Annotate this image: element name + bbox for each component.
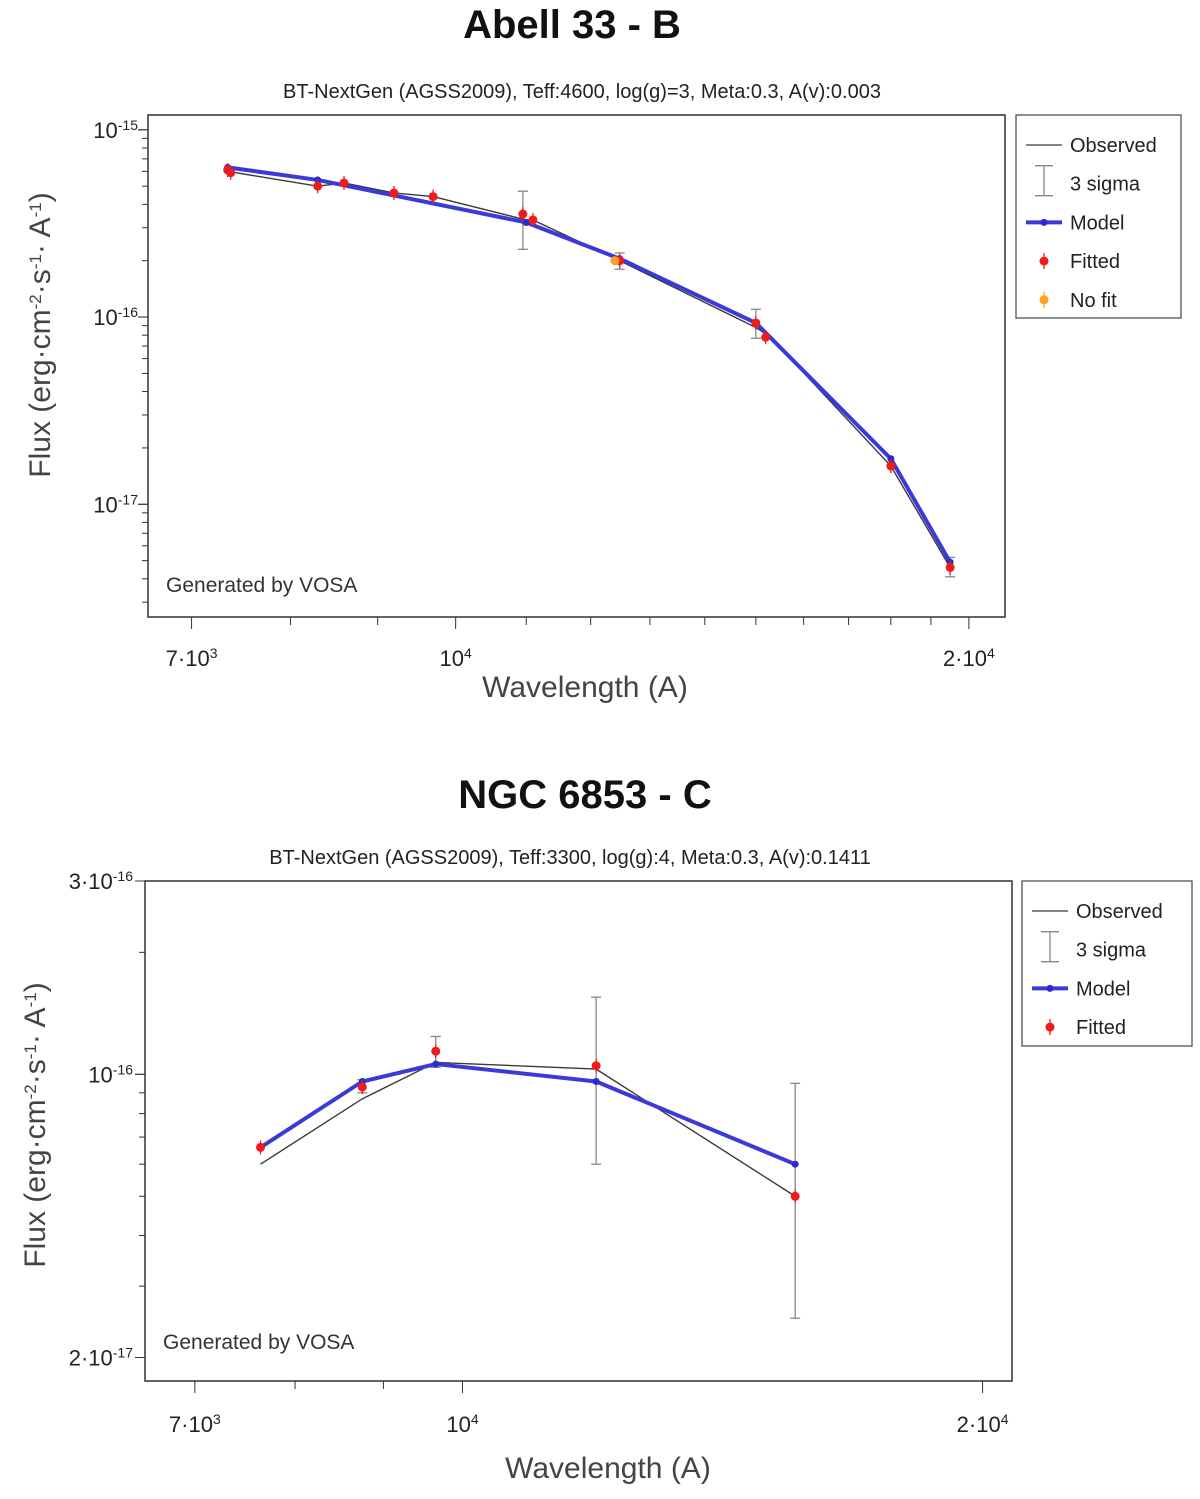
legend-frame bbox=[1015, 114, 1182, 319]
plot-area-frame bbox=[147, 114, 1006, 618]
chart-title: NGC 6853 - C bbox=[458, 773, 711, 817]
x-tick-label: 7·103 bbox=[169, 1411, 221, 1437]
x-tick-label: 7·103 bbox=[166, 645, 218, 671]
chart-subtitle: BT-NextGen (AGSS2009), Teff:4600, log(g)… bbox=[283, 81, 881, 103]
legend: Observed 3 sigma Model Fitted No fit bbox=[1015, 114, 1182, 319]
x-axis-label: Wavelength (A) bbox=[482, 671, 688, 704]
fitted-point bbox=[518, 209, 528, 219]
nofit-point bbox=[610, 256, 620, 266]
y-tick-label: 10-16 bbox=[88, 1061, 133, 1087]
legend-label: Fitted bbox=[1070, 251, 1120, 273]
legend-frame bbox=[1021, 880, 1193, 1047]
legend-model-marker bbox=[1046, 984, 1054, 992]
chart-title: Abell 33 - B bbox=[463, 3, 681, 47]
y-tick-label: 2·10-17 bbox=[69, 1345, 133, 1371]
y-tick-label: 3·10-16 bbox=[69, 868, 133, 894]
x-tick-label: 2·104 bbox=[957, 1411, 1009, 1437]
model-point bbox=[522, 218, 530, 226]
legend-label: 3 sigma bbox=[1070, 174, 1141, 196]
legend-label: 3 sigma bbox=[1076, 940, 1147, 962]
fitted-point bbox=[945, 562, 955, 572]
plot-layer: 3·10-16 10-16 2·10-17 7·103 104 2·104 bbox=[69, 868, 1009, 1437]
plot-layer: 10-15 10-16 10-17 7·103 104 2·104 bbox=[93, 117, 995, 671]
model-line bbox=[227, 165, 952, 564]
legend-nofit-marker bbox=[1039, 295, 1049, 305]
legend-label: Observed bbox=[1076, 901, 1163, 923]
model-point bbox=[432, 1060, 440, 1068]
legend-label: Model bbox=[1076, 978, 1130, 1000]
x-tick-label: 104 bbox=[440, 645, 472, 671]
plot-area-frame bbox=[144, 880, 1013, 1382]
legend-label: No fit bbox=[1070, 290, 1117, 312]
watermark: Generated by VOSA bbox=[166, 574, 357, 597]
y-tick-label: 10-17 bbox=[93, 491, 138, 517]
model-point bbox=[791, 1160, 799, 1168]
fitted-point bbox=[357, 1082, 367, 1092]
fitted-point bbox=[591, 1061, 601, 1071]
observed-line bbox=[227, 170, 951, 568]
fitted-point bbox=[431, 1046, 441, 1056]
y-tick-label: 10-15 bbox=[93, 117, 138, 143]
fitted-point bbox=[256, 1142, 266, 1152]
model-point bbox=[887, 455, 895, 463]
legend-model-marker bbox=[1040, 218, 1048, 226]
panel-ngc-6853-c: NGC 6853 - C BT-NextGen (AGSS2009), Teff… bbox=[19, 773, 1193, 1485]
fitted-point bbox=[751, 318, 761, 328]
chart-subtitle: BT-NextGen (AGSS2009), Teff:3300, log(g)… bbox=[269, 847, 870, 869]
x-tick-label: 104 bbox=[446, 1411, 478, 1437]
y-tick-label: 10-16 bbox=[93, 304, 138, 330]
fitted-point bbox=[790, 1191, 800, 1201]
legend: Observed 3 sigma Model Fitted bbox=[1021, 880, 1193, 1047]
fitted-point bbox=[226, 168, 236, 178]
model-line bbox=[259, 1062, 796, 1167]
x-tick-label: 2·104 bbox=[943, 645, 995, 671]
fitted-point bbox=[886, 461, 896, 471]
x-axis-label: Wavelength (A) bbox=[505, 1452, 711, 1485]
legend-fitted-marker bbox=[1045, 1022, 1055, 1032]
fitted-point bbox=[428, 192, 438, 202]
watermark: Generated by VOSA bbox=[163, 1331, 354, 1354]
legend-label: Model bbox=[1070, 212, 1124, 234]
fitted-point bbox=[339, 178, 349, 188]
model-point bbox=[592, 1077, 600, 1085]
fitted-point bbox=[389, 188, 399, 198]
legend-label: Observed bbox=[1070, 135, 1157, 157]
fitted-point bbox=[761, 332, 771, 342]
fitted-point bbox=[313, 181, 323, 191]
legend-label: Fitted bbox=[1076, 1017, 1126, 1039]
y-axis-label: Flux (erg·cm-2·s-1· A-1) bbox=[24, 192, 57, 477]
y-axis-label: Flux (erg·cm-2·s-1· A-1) bbox=[19, 982, 52, 1267]
panel-abell-33-b: Abell 33 - B BT-NextGen (AGSS2009), Teff… bbox=[24, 3, 1182, 704]
legend-fitted-marker bbox=[1039, 256, 1049, 266]
fitted-point bbox=[528, 215, 538, 225]
